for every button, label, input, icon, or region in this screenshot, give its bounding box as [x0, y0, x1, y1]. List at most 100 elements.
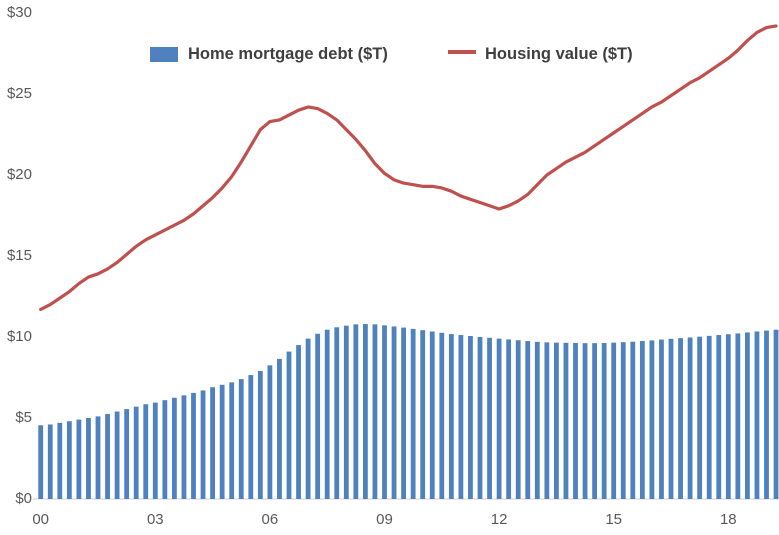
x-axis-tick-label: 00	[32, 511, 50, 528]
mortgage-debt-bar	[678, 338, 683, 499]
mortgage-debt-bar	[573, 342, 578, 499]
mortgage-debt-bar	[668, 338, 674, 499]
mortgage-debt-bar	[725, 334, 731, 499]
mortgage-debt-bar	[687, 337, 693, 499]
mortgage-debt-bar	[343, 325, 349, 499]
mortgage-debt-bar	[697, 336, 703, 499]
mortgage-debt-bar	[86, 418, 91, 499]
mortgage-debt-bar	[267, 365, 273, 499]
mortgage-debt-bar	[382, 325, 387, 499]
mortgage-debt-bar	[238, 379, 244, 499]
mortgage-debt-bar	[210, 387, 215, 499]
mortgage-debt-bar	[487, 337, 492, 499]
mortgage-debt-bar	[448, 334, 454, 499]
mortgage-debt-bar	[611, 342, 617, 499]
mortgage-debt-bar	[620, 342, 626, 499]
mortgage-debt-bar	[143, 404, 149, 499]
mortgage-debt-bar	[706, 335, 712, 499]
y-axis-tick-label: $15	[6, 247, 32, 264]
mortgage-debt-bar	[649, 340, 655, 499]
y-axis-tick-label: $30	[6, 4, 32, 21]
mortgage-debt-bar	[554, 342, 559, 499]
mortgage-debt-bar	[754, 331, 760, 499]
mortgage-debt-bar	[286, 351, 292, 499]
mortgage-debt-bar	[563, 342, 569, 499]
mortgage-debt-bar	[66, 421, 72, 499]
mortgage-debt-bar	[592, 343, 597, 499]
x-axis-tick-label: 18	[719, 511, 737, 528]
mortgage-debt-bar	[458, 335, 464, 499]
mortgage-debt-bar	[57, 422, 63, 499]
mortgage-debt-bar	[468, 336, 473, 499]
y-axis-tick-label: $10	[6, 328, 32, 345]
mortgage-debt-bar	[735, 333, 741, 499]
mortgage-debt-bar	[496, 338, 502, 499]
mortgage-debt-bar	[630, 341, 636, 499]
mortgage-debt-bar	[639, 341, 645, 499]
legend-label-housing-value: Housing value ($T)	[485, 45, 633, 63]
x-axis-tick-label: 03	[146, 511, 164, 528]
mortgage-debt-bar	[200, 390, 206, 499]
mortgage-debt-bar	[515, 340, 521, 499]
x-axis-tick-label: 15	[605, 511, 623, 528]
mortgage-debt-bar	[191, 392, 196, 499]
mortgage-debt-bar	[544, 342, 550, 499]
mortgage-debt-bar	[525, 341, 531, 499]
mortgage-debt-bar	[439, 332, 445, 499]
x-axis-tick-label: 09	[376, 511, 393, 528]
y-axis-tick-label: $25	[6, 85, 32, 102]
mortgage-debt-bar	[124, 409, 130, 499]
bar-series-swatch-icon	[150, 47, 178, 62]
mortgage-debt-bar	[305, 338, 311, 499]
mortgage-debt-bar	[257, 371, 263, 499]
legend: Home mortgage debt ($T) Housing value ($…	[0, 0, 779, 80]
mortgage-debt-bar	[372, 324, 378, 499]
mortgage-debt-bar	[773, 329, 779, 499]
mortgage-debt-bar	[401, 327, 406, 499]
mortgage-debt-bar	[315, 333, 321, 499]
mortgage-debt-bar	[745, 332, 750, 499]
mortgage-debt-bar	[429, 331, 435, 499]
mortgage-debt-bar	[477, 337, 483, 499]
mortgage-debt-bar	[353, 324, 359, 499]
mortgage-debt-bar	[601, 342, 607, 499]
mortgage-debt-bar	[716, 335, 722, 499]
x-axis-tick-label: 06	[261, 511, 279, 528]
mortgage-debt-bar	[47, 424, 53, 499]
mortgage-debt-bar	[105, 413, 110, 499]
mortgage-debt-bar	[38, 425, 44, 499]
y-axis-tick-label: $5	[15, 409, 32, 426]
mortgage-debt-bar	[363, 324, 368, 499]
mortgage-debt-bar	[582, 343, 588, 499]
mortgage-debt-bar	[296, 345, 301, 499]
mortgage-debt-bar	[277, 358, 282, 499]
mortgage-debt-bar	[410, 328, 416, 499]
legend-label-mortgage-debt: Home mortgage debt ($T)	[188, 45, 388, 63]
line-series-swatch-icon	[448, 50, 476, 54]
mortgage-debt-bar	[181, 395, 187, 499]
mortgage-debt-bar	[659, 339, 664, 499]
mortgage-debt-bar	[764, 330, 769, 499]
mortgage-debt-bar	[506, 339, 512, 499]
mortgage-debt-bar	[114, 411, 120, 499]
mortgage-debt-bar	[152, 402, 158, 499]
mortgage-debt-bar	[334, 327, 340, 499]
mortgage-debt-bar	[219, 384, 225, 499]
mortgage-debt-bar	[534, 341, 540, 499]
mortgage-debt-bar	[95, 416, 101, 499]
x-axis-tick-label: 12	[490, 511, 508, 528]
mortgage-debt-bar	[162, 400, 168, 499]
mortgage-debt-bar	[133, 406, 139, 499]
mortgage-debt-bar	[324, 329, 330, 499]
mortgage-debt-bar	[248, 375, 254, 499]
y-axis-tick-label: $0	[15, 490, 32, 507]
housing-value-line	[39, 24, 778, 312]
mortgage-debt-bar	[229, 382, 235, 499]
mortgage-debt-bar	[420, 330, 426, 499]
mortgage-debt-bar	[391, 326, 397, 499]
mortgage-debt-bar	[172, 397, 177, 499]
y-axis-tick-label: $20	[6, 166, 32, 183]
mortgage-debt-bar	[76, 419, 82, 499]
